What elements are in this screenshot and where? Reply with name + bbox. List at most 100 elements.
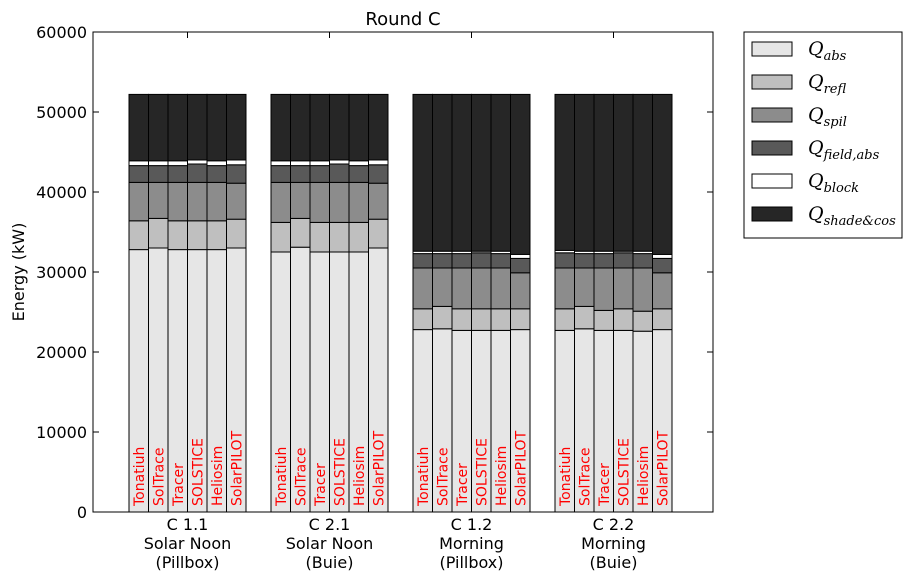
- bar-label: Tracer: [597, 463, 613, 507]
- bar-label: SOLSTICE: [332, 438, 348, 506]
- bar-segment-spil: [412, 267, 433, 310]
- bar-label: SolarPILOT: [371, 430, 387, 506]
- legend-label-sub: field,abs: [823, 148, 880, 163]
- legend-label: Qfield,abs: [808, 137, 880, 163]
- bar-segment-spil: [510, 272, 531, 310]
- legend-label-sub: block: [824, 181, 860, 196]
- bar-stack: [270, 93, 291, 513]
- legend-label-main: Q: [808, 137, 824, 159]
- y-tick-label: 50000: [36, 103, 87, 122]
- bar-segment-refl: [632, 310, 653, 332]
- x-axis-group-labels: C 1.1 Solar Noon (Pillbox)C 2.1 Solar Noon(…: [144, 32, 646, 572]
- bar-label: Heliosim: [210, 446, 226, 506]
- bar-segment-field-abs: [206, 165, 227, 183]
- bar-segment-refl: [368, 218, 389, 249]
- legend-item-refl: Qrefl: [751, 71, 846, 97]
- bar-segment-block: [226, 159, 247, 166]
- bar-segment-block: [368, 159, 389, 166]
- bar-label: SolTrace: [151, 448, 167, 506]
- x-group-label-line: Solar Noon: [286, 534, 374, 553]
- bar-segment-spil: [451, 267, 472, 310]
- bar-segment-refl: [290, 217, 311, 248]
- bar-segment-refl: [187, 220, 208, 251]
- bar-segment-refl: [593, 309, 614, 331]
- bar-segment-field-abs: [490, 253, 511, 269]
- legend-label-sub: shade&cos: [824, 214, 896, 229]
- bar-segment-refl: [167, 220, 188, 251]
- legend-item-shade-cos: Qshade&cos: [751, 203, 896, 229]
- bar-label: Heliosim: [352, 446, 368, 506]
- bar-segment-field-abs: [348, 165, 369, 183]
- bar-segment-refl: [490, 308, 511, 331]
- bar-label: SolarPILOT: [229, 430, 245, 506]
- legend-label: Qrefl: [808, 71, 846, 97]
- bar-stack: [368, 93, 389, 513]
- legend-label: Qspil: [808, 104, 847, 130]
- bar-segment-refl: [574, 305, 595, 330]
- bar-segment-field-abs: [412, 253, 433, 269]
- x-group-label-line: C 1.2: [451, 515, 493, 534]
- bar-segment-spil: [613, 267, 634, 310]
- legend-item-field-abs: Qfield,abs: [751, 137, 880, 163]
- bars-layer: [128, 93, 673, 513]
- legend-label-sub: spil: [824, 115, 847, 130]
- y-axis-label: Energy (kW): [9, 223, 28, 322]
- bar-segment-shade-cos: [510, 93, 531, 255]
- x-group-label-line: Morning: [439, 534, 504, 553]
- bar-stack: [226, 93, 247, 513]
- bar-segment-shade-cos: [148, 93, 169, 162]
- x-group-label-line: (Pillbox): [155, 553, 219, 572]
- legend-swatch: [751, 140, 793, 156]
- bar-segment-field-abs: [451, 253, 472, 269]
- bar-segment-block: [128, 160, 149, 167]
- bar-label: Tracer: [313, 463, 329, 507]
- bar-segment-block: [290, 160, 311, 167]
- legend-label: Qblock: [808, 170, 859, 196]
- bar-label: Tonatiuh: [132, 447, 148, 507]
- bar-segment-shade-cos: [270, 93, 291, 162]
- bar-label: SolTrace: [293, 448, 309, 506]
- bar-stack: [167, 93, 188, 513]
- bar-stack: [554, 93, 575, 513]
- legend-label-main: Q: [808, 71, 824, 93]
- bar-segment-refl: [652, 308, 673, 331]
- bar-segment-field-abs: [432, 253, 453, 269]
- bar-segment-spil: [574, 267, 595, 307]
- bar-segment-field-abs: [329, 163, 350, 183]
- bar-segment-field-abs: [554, 252, 575, 269]
- y-tick-label: 20000: [36, 343, 87, 362]
- bar-segment-block: [329, 159, 350, 165]
- bar-segment-refl: [451, 308, 472, 331]
- bar-segment-spil: [290, 181, 311, 219]
- y-tick-label: 30000: [36, 263, 87, 282]
- legend-item-abs: Qabs: [751, 38, 847, 64]
- y-tick-label: 40000: [36, 183, 87, 202]
- bar-segment-shade-cos: [167, 93, 188, 162]
- bar-segment-block: [309, 160, 330, 167]
- bar-label: Tonatiuh: [558, 447, 574, 507]
- bar-segment-block: [148, 160, 169, 167]
- bar-segment-shade-cos: [574, 93, 595, 252]
- bar-segment-refl: [329, 221, 350, 253]
- bar-segment-refl: [148, 217, 169, 249]
- legend-frame: [743, 31, 903, 239]
- bar-segment-block: [167, 160, 188, 167]
- x-group-label: C 1.2 Morning (Pillbox): [439, 515, 504, 572]
- bar-segment-shade-cos: [451, 93, 472, 252]
- bar-segment-shade-cos: [187, 93, 208, 161]
- bar-segment-spil: [226, 182, 247, 220]
- bar-segment-spil: [652, 272, 673, 310]
- bar-segment-spil: [128, 181, 149, 222]
- bar-segment-shade-cos: [290, 93, 311, 162]
- bar-stack: [309, 93, 330, 513]
- bar-segment-field-abs: [574, 253, 595, 269]
- bar-segment-spil: [593, 267, 614, 311]
- bar-segment-refl: [510, 308, 531, 331]
- bar-segment-block: [348, 160, 369, 167]
- bar-segment-shade-cos: [348, 93, 369, 162]
- bar-segment-field-abs: [510, 257, 531, 274]
- bar-segment-spil: [632, 267, 653, 312]
- bar-segment-spil: [368, 182, 389, 220]
- x-group-label-line: C 2.1: [309, 515, 351, 534]
